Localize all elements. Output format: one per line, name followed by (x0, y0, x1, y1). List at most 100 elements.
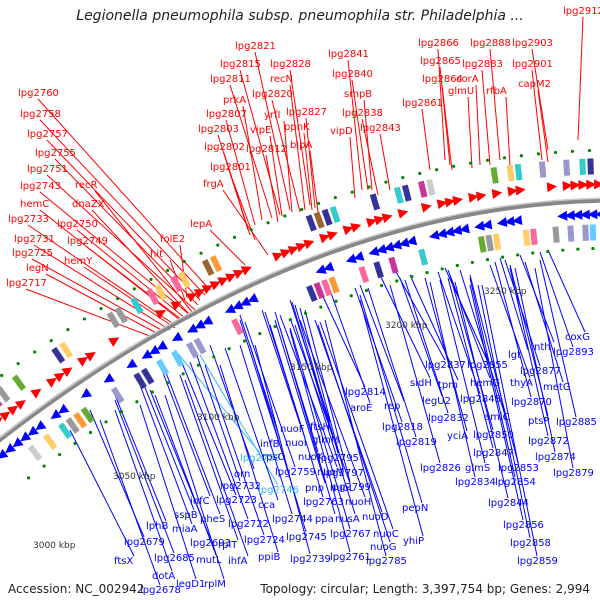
gene-label[interactable]: lpg2858 (510, 538, 551, 549)
gene-label[interactable]: nth (534, 342, 551, 353)
gene-label[interactable]: ppiB (258, 552, 280, 563)
gene-label[interactable]: ftsX (114, 556, 133, 567)
gene-label[interactable]: lpg2828 (270, 59, 311, 70)
gene-label[interactable]: lpg2743 (20, 181, 61, 192)
gene-label[interactable]: nuoF (280, 424, 305, 435)
gene-label[interactable]: corA (456, 74, 479, 85)
gene-label[interactable]: hit (150, 249, 163, 260)
gene-label[interactable]: lpg2795 (318, 453, 359, 464)
gene-label[interactable]: capM2 (518, 79, 551, 90)
gene-label[interactable]: smpB (344, 89, 372, 100)
gene-label[interactable]: lpg2850 (473, 430, 514, 441)
gene-label[interactable]: lpg2855 (467, 360, 508, 371)
gene-label[interactable]: hemG (470, 378, 500, 389)
gene-label[interactable]: lpg2811 (210, 74, 251, 85)
gene-label[interactable]: lpg2885 (556, 417, 597, 428)
gene-label[interactable]: nuoD (362, 512, 389, 523)
gene-label[interactable]: folE2 (160, 234, 185, 245)
gene-label[interactable]: nuoI (285, 438, 307, 449)
gene-label[interactable]: lpg2732 (220, 481, 261, 492)
gene-label[interactable]: lpg2725 (12, 248, 53, 259)
gene-label[interactable]: pepN (402, 503, 428, 514)
gene-label[interactable]: ppnK (284, 122, 310, 133)
gene-label[interactable]: nusA (335, 514, 360, 525)
gene-label[interactable]: lpg2888 (470, 38, 511, 49)
gene-label[interactable]: lpg2751 (27, 164, 68, 175)
gene-label[interactable]: lpg2819 (396, 437, 437, 448)
gene-label[interactable]: vipD (330, 126, 353, 137)
gene-label[interactable]: lpg2853 (498, 463, 539, 474)
gene-label[interactable]: lpg2767 (330, 529, 371, 540)
gene-label[interactable]: lpg2841 (328, 49, 369, 60)
gene-label[interactable]: lpg2912 (563, 6, 600, 17)
gene-label[interactable]: mutL (196, 555, 222, 566)
gene-label[interactable]: lpg2879 (553, 468, 594, 479)
gene-label[interactable]: metG (543, 382, 571, 393)
gene-label[interactable]: lpg2870 (511, 397, 552, 408)
gene-label[interactable]: glmM (312, 435, 340, 446)
gene-label[interactable]: lpg2865 (420, 56, 461, 67)
gene-label[interactable]: dotA (152, 571, 175, 582)
gene-label[interactable]: frgA (203, 179, 224, 190)
gene-label[interactable]: lpg2693 (190, 538, 231, 549)
gene-label[interactable]: aroE (350, 403, 372, 414)
gene-label[interactable]: legD1 (176, 579, 205, 590)
gene-label[interactable]: lpg2893 (553, 347, 594, 358)
gene-label[interactable]: lpg2785 (366, 556, 407, 567)
gene-label[interactable]: lpg2838 (342, 108, 383, 119)
gene-label[interactable]: hemY (64, 256, 93, 267)
gene-label[interactable]: lpg2903 (512, 38, 553, 49)
gene-label[interactable]: lpg2874 (535, 452, 576, 463)
gene-label[interactable]: lpg2847 (473, 448, 514, 459)
gene-label[interactable]: amiC (484, 412, 510, 423)
gene-label[interactable]: lpg2723 (216, 495, 257, 506)
gene-label[interactable]: vipE (250, 125, 271, 136)
gene-label[interactable]: sidH (410, 378, 432, 389)
gene-label[interactable]: lpg2807 (206, 109, 247, 120)
gene-label[interactable]: lpg2733 (8, 214, 49, 225)
gene-label[interactable]: recN (270, 74, 293, 85)
gene-label[interactable]: yhiP (403, 536, 424, 547)
gene-label[interactable]: ptsP (528, 416, 550, 427)
gene-label[interactable]: lpg2837 (425, 360, 466, 371)
gene-label[interactable]: coxG (565, 332, 590, 343)
gene-label[interactable]: lpg2722 (228, 519, 269, 530)
gene-label[interactable]: rplM (204, 579, 226, 590)
gene-label[interactable]: lpg2872 (528, 436, 569, 447)
gene-label[interactable]: lpg2854 (495, 477, 536, 488)
gene-label[interactable]: lpg2832 (428, 413, 469, 424)
gene-label[interactable]: lpg2866 (418, 38, 459, 49)
gene-label[interactable]: thyA (510, 378, 533, 389)
gene-label[interactable]: lpg2814 (345, 387, 386, 398)
gene-label[interactable]: lpg2746 (258, 485, 299, 496)
gene-label[interactable]: lpg2797 (323, 468, 364, 479)
gene-label[interactable]: rplT (218, 540, 238, 551)
gene-label[interactable]: lpg2821 (235, 41, 276, 52)
gene-label[interactable]: legU2 (422, 396, 451, 407)
gene-label[interactable]: pheS (200, 514, 225, 525)
gene-label[interactable]: dnaZX (72, 199, 105, 210)
gene-label[interactable]: ihfA (228, 556, 248, 567)
gene-label[interactable]: lpg2753 (240, 453, 281, 464)
gene-label[interactable]: lpg2840 (332, 69, 373, 80)
gene-label[interactable]: lpg2844 (488, 498, 529, 509)
gene-label[interactable]: lpg2834 (455, 477, 496, 488)
gene-label[interactable]: rfbA (486, 86, 507, 97)
gene-label[interactable]: lphB (146, 521, 168, 532)
gene-label[interactable]: lpg2801 (210, 162, 251, 173)
gene-label[interactable]: lpg2761 (330, 552, 371, 563)
gene-label[interactable]: rpsO (262, 452, 286, 463)
gene-label[interactable]: infC (190, 496, 210, 507)
gene-label[interactable]: lpg2750 (57, 219, 98, 230)
gene-label[interactable]: lpg2864 (422, 74, 463, 85)
gene-label[interactable]: lpg2827 (286, 107, 327, 118)
gene-label[interactable]: lgt (508, 350, 521, 361)
gene-label[interactable]: cca (258, 500, 275, 511)
gene-label[interactable]: lpg2883 (462, 59, 503, 70)
gene-label[interactable]: lpg2818 (382, 422, 423, 433)
gene-label[interactable]: ppa (315, 514, 334, 525)
gene-label[interactable]: lpg2820 (252, 89, 293, 100)
gene-label[interactable]: nuoH (345, 497, 371, 508)
gene-label[interactable]: lpg2848 (460, 394, 501, 405)
gene-label[interactable]: lpg2843 (360, 123, 401, 134)
